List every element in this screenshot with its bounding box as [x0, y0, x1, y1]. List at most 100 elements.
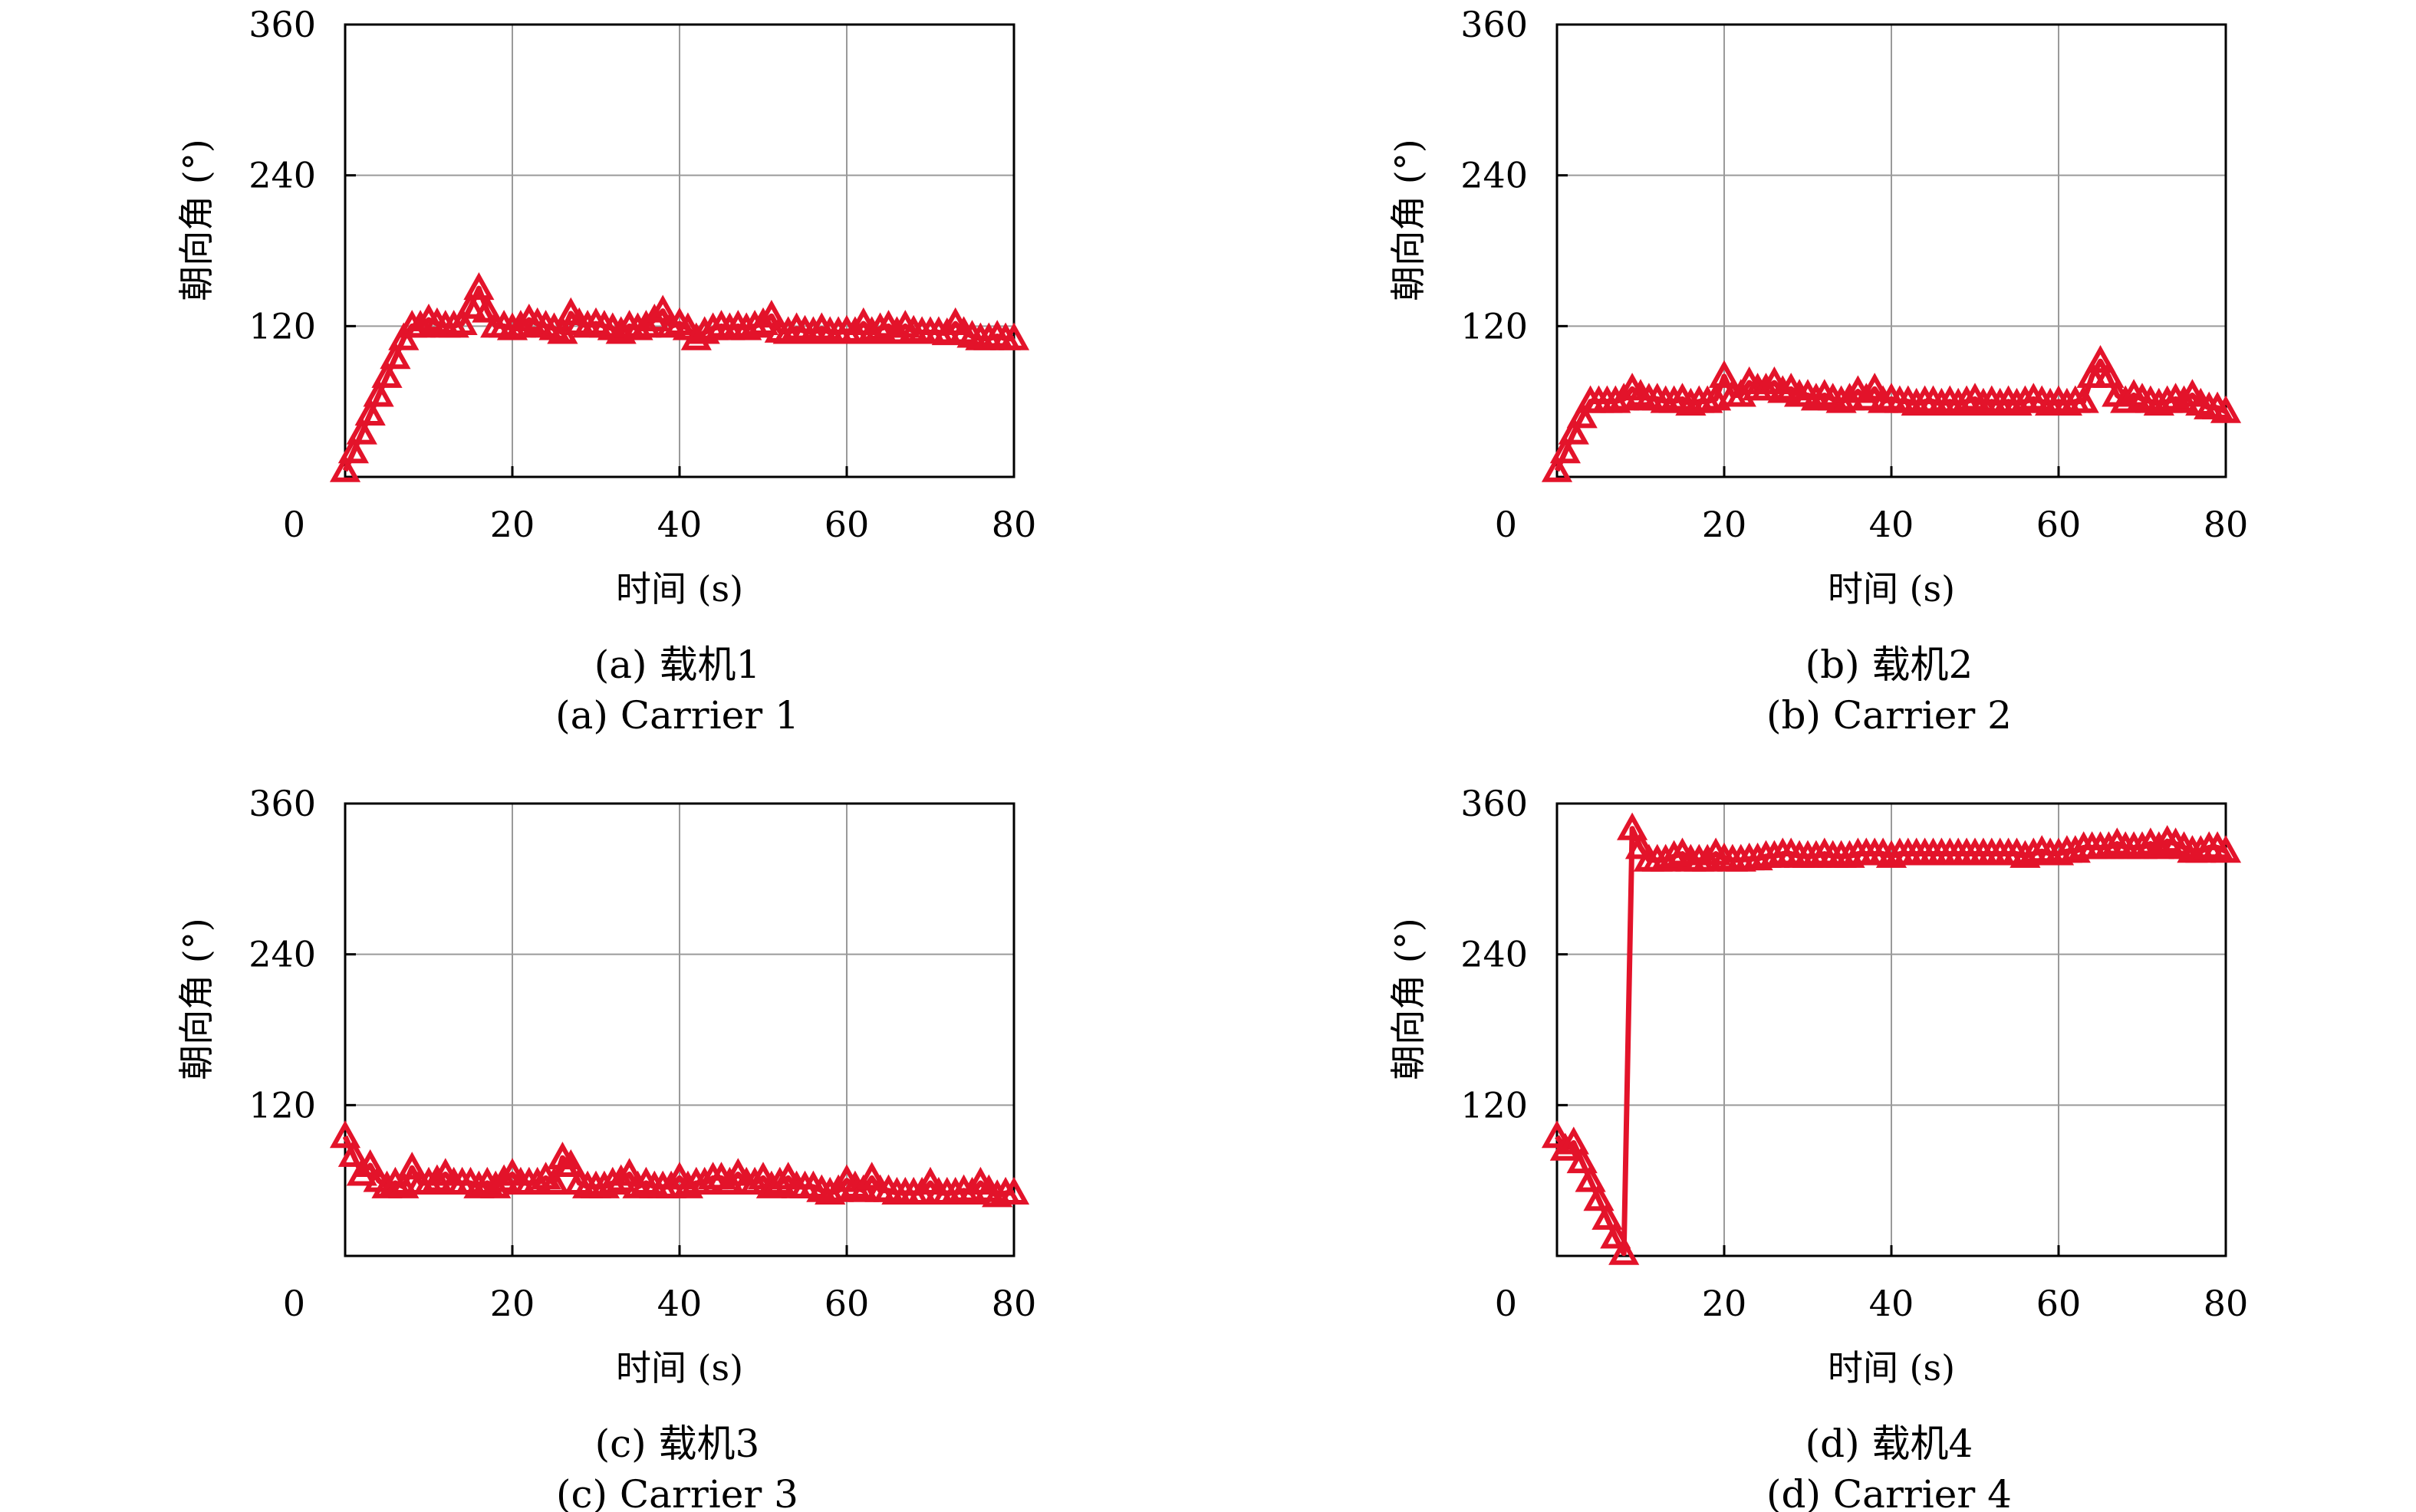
data-point-marker: [2126, 831, 2158, 860]
data-point-marker: [1700, 383, 1732, 411]
data-point-marker: [714, 312, 746, 340]
data-point-marker: [798, 316, 829, 344]
data-point-marker: [388, 1170, 420, 1198]
data-point-marker: [998, 1176, 1030, 1205]
data-point-marker: [1868, 385, 1899, 413]
y-tick-label: 120: [249, 305, 316, 347]
data-point-marker: [1951, 385, 1983, 413]
caption-en: (c) Carrier 3: [556, 1472, 798, 1512]
y-tick-label: 120: [249, 1084, 316, 1126]
data-point-marker: [647, 294, 679, 323]
data-point-marker: [747, 307, 779, 336]
x-tick-label: 20: [490, 504, 535, 545]
data-point-marker: [1575, 1164, 1606, 1192]
x-tick-label: 80: [992, 504, 1037, 545]
data-point-marker: [2068, 385, 2099, 413]
data-point-marker: [1583, 1183, 1615, 1211]
data-point-marker: [1675, 387, 1707, 416]
x-tick-label: 80: [992, 1283, 1037, 1324]
data-point-marker: [380, 341, 411, 370]
data-point-marker: [489, 1164, 520, 1192]
x-tick-label: 80: [2204, 1283, 2249, 1324]
data-point-marker: [856, 1162, 887, 1190]
data-point-marker: [998, 322, 1030, 350]
data-point-marker: [397, 1152, 428, 1180]
data-point-marker: [505, 310, 536, 338]
data-point-marker: [363, 379, 394, 407]
origin-tick-label: 0: [1495, 504, 1517, 545]
data-point-marker: [1800, 840, 1832, 868]
data-point-marker: [1984, 387, 2016, 416]
x-axis-label: 时间 (s): [1828, 1347, 1955, 1389]
x-tick-label: 20: [1702, 1283, 1747, 1324]
data-point-marker: [1708, 360, 1740, 388]
x-axis-label: 时间 (s): [616, 568, 743, 610]
y-axis-label: 朝向角 (°): [176, 139, 217, 301]
data-point-marker: [973, 322, 1005, 350]
data-point-marker: [1617, 812, 1648, 840]
x-tick-label: 20: [490, 1283, 535, 1324]
data-point-marker: [630, 310, 662, 338]
x-tick-label: 60: [2036, 504, 2082, 545]
data-point-marker: [337, 436, 369, 464]
data-point-marker: [1800, 383, 1832, 411]
caption-en: (d) Carrier 4: [1766, 1472, 2012, 1512]
chart-panel-1: 20 40 60 80 120 240 360 0 时间 (s) 朝向角 (°) (a) 载机1 (a…: [176, 4, 1036, 738]
data-point-marker: [1558, 416, 1589, 445]
data-point-marker: [371, 1170, 403, 1198]
data-point-marker: [538, 1166, 570, 1195]
x-tick-label: 40: [1869, 504, 1914, 545]
data-point-marker: [421, 1164, 453, 1192]
y-tick-label: 240: [1460, 934, 1528, 975]
data-point-marker: [1834, 383, 1865, 411]
chart-panel-3: 20 40 60 80 120 240 360 0 时间 (s) 朝向角 (°) (c) 载机3 (c…: [176, 783, 1036, 1512]
data-point-marker: [1591, 1201, 1623, 1230]
x-tick-label: 40: [1869, 1283, 1914, 1324]
data-point-marker: [1742, 842, 1773, 871]
data-point-marker: [455, 291, 486, 319]
data-point-marker: [354, 1149, 386, 1177]
y-tick-label: 360: [249, 4, 316, 45]
data-point-marker: [1608, 1237, 1640, 1265]
data-point-marker: [2018, 837, 2049, 866]
data-point-marker: [1549, 436, 1581, 464]
origin-tick-label: 0: [283, 1283, 305, 1324]
data-point-marker: [881, 316, 913, 344]
data-point-marker: [1759, 840, 1790, 868]
data-point-marker: [329, 1120, 361, 1149]
data-point-marker: [1566, 1145, 1598, 1174]
data-point-marker: [739, 1166, 771, 1195]
chart-panel-4: 20 40 60 80 120 240 360 0 时间 (s) 朝向角 (°) (d) 载机4 (d…: [1387, 783, 2248, 1512]
data-point-marker: [605, 316, 637, 344]
caption-en: (a) Carrier 1: [555, 693, 799, 738]
data-point-marker: [405, 310, 436, 338]
x-axis-label: 时间 (s): [1828, 568, 1955, 610]
data-point-marker: [864, 312, 896, 340]
data-point-marker: [605, 1164, 637, 1192]
y-axis-label: 朝向角 (°): [176, 918, 217, 1080]
data-point-marker: [1566, 400, 1598, 429]
data-point-marker: [764, 1166, 795, 1195]
data-point-marker: [572, 310, 604, 338]
y-tick-label: 240: [249, 155, 316, 196]
origin-tick-label: 0: [1495, 1283, 1517, 1324]
x-tick-label: 40: [657, 1283, 703, 1324]
data-point-marker: [472, 294, 503, 323]
data-point-marker: [1859, 373, 1891, 401]
data-point-marker: [2143, 831, 2174, 860]
x-tick-label: 60: [825, 1283, 870, 1324]
data-point-marker: [555, 1149, 587, 1177]
x-tick-label: 20: [1702, 504, 1747, 545]
caption-cn: (b) 载机2: [1805, 643, 1973, 687]
y-axis-label: 朝向角 (°): [1387, 139, 1429, 301]
data-point-marker: [755, 300, 787, 328]
data-point-marker: [1658, 385, 1690, 413]
data-point-marker: [1541, 1120, 1573, 1149]
y-tick-label: 360: [1460, 4, 1528, 45]
data-point-marker: [438, 310, 469, 338]
y-tick-label: 360: [249, 783, 316, 824]
data-point-marker: [446, 307, 478, 336]
data-point-marker: [1901, 387, 1932, 416]
data-point-marker: [337, 1139, 369, 1167]
